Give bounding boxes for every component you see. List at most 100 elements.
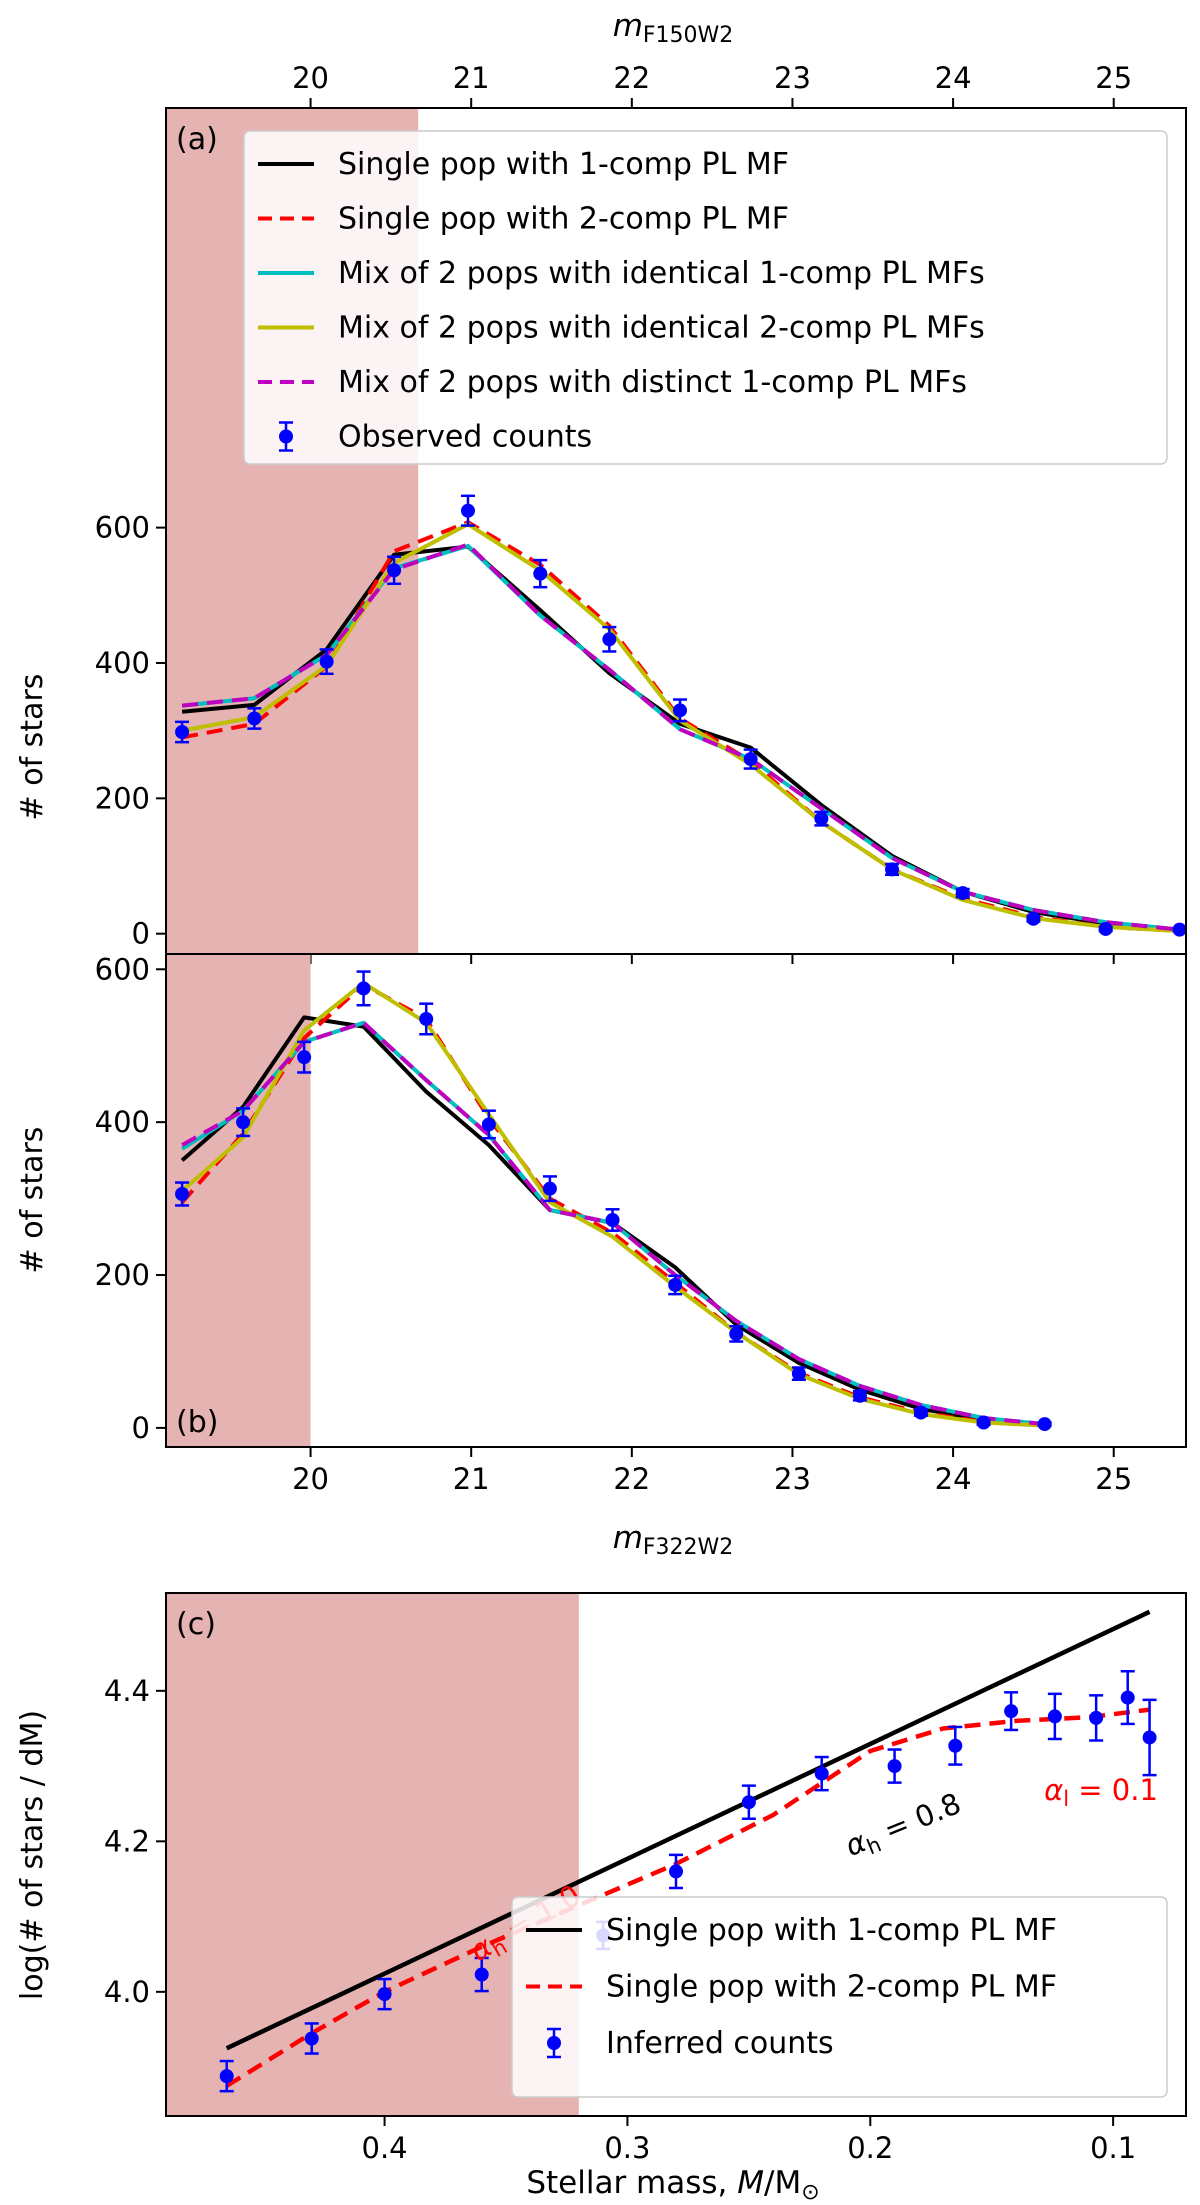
panel-b-series	[180, 981, 1045, 1428]
top-x-tick-label: 23	[774, 61, 811, 95]
data-point	[247, 711, 262, 726]
legend-label: Single pop with 2-comp PL MF	[606, 1970, 1057, 2005]
x-tick-label: 24	[935, 1462, 972, 1496]
annotation-value: = 0.1	[1069, 1773, 1158, 1807]
data-point	[814, 811, 829, 826]
panel-c-legend-box	[511, 1896, 1168, 2098]
y-tick-label: 4.2	[104, 1824, 150, 1858]
data-point	[741, 1795, 756, 1810]
panel-a-top-xlabel: mF150W2	[613, 8, 734, 48]
data-point	[791, 1366, 806, 1381]
data-point	[1026, 911, 1041, 926]
data-point	[1037, 1417, 1052, 1432]
x-tick-label: 0.4	[362, 2131, 408, 2165]
panel-c-ylabel: log(# of stars / dM)	[15, 1710, 50, 2000]
data-point	[976, 1415, 991, 1430]
data-point	[948, 1738, 963, 1753]
data-point	[605, 1212, 620, 1227]
legend-label: Single pop with 1-comp PL MF	[606, 1913, 1057, 1948]
panel-b-observed	[175, 970, 1052, 1432]
panel-b-axes: 20 21 22 23 24 25 0 200 400 600	[95, 952, 1133, 1496]
panel-c-label: (c)	[176, 1607, 216, 1642]
y-tick-label: 400	[95, 1105, 150, 1139]
data-point	[219, 2069, 234, 2084]
y-tick-label: 200	[95, 1258, 150, 1292]
data-point	[460, 503, 475, 518]
data-point	[885, 862, 900, 877]
data-point	[377, 1987, 392, 2002]
panel-c-shaded-region	[166, 1593, 579, 2116]
series-line-2	[225, 1707, 1150, 2088]
legend-label: Mix of 2 pops with distinct 1-comp PL MF…	[338, 365, 967, 400]
series-line-4	[180, 981, 1045, 1428]
panel-a-legend-box	[243, 130, 1168, 465]
data-point	[814, 1766, 829, 1781]
data-point	[297, 1050, 312, 1065]
panel-c-xlabel: Stellar mass, M/M⊙	[526, 2165, 819, 2205]
series-line-1	[225, 1609, 1151, 2051]
legend-label: Single pop with 1-comp PL MF	[338, 147, 789, 182]
data-point	[387, 563, 402, 578]
panel-a-axes: 20 21 22 23 24 25 0 200 400 600	[95, 61, 1132, 964]
data-point	[1172, 922, 1187, 937]
data-point	[1120, 1690, 1135, 1705]
annotation-value: = 0.8	[870, 1786, 965, 1851]
panel-b-ylabel: # of stars	[15, 1127, 50, 1274]
x-tick-label: 0.1	[1090, 2131, 1136, 2165]
data-point	[955, 886, 970, 901]
x-tick-label: 22	[613, 1462, 650, 1496]
legend-label: Single pop with 2-comp PL MF	[338, 202, 789, 237]
data-point	[602, 632, 617, 647]
x-tick-label: 21	[453, 1462, 490, 1496]
panel-c-legend: Single pop with 1-comp PL MF Single pop w…	[511, 1896, 1168, 2098]
data-point	[1004, 1704, 1019, 1719]
panel-b-label: (b)	[176, 1405, 218, 1440]
y-tick-label: 4.0	[104, 1975, 150, 2009]
top-x-tick-label: 24	[935, 61, 972, 95]
annotation: αh = 0.8	[840, 1786, 967, 1867]
data-point	[533, 566, 548, 581]
data-point	[542, 1181, 557, 1196]
data-point	[673, 703, 688, 718]
data-point	[669, 1864, 683, 1879]
annotation: αl = 0.1	[1044, 1773, 1158, 1811]
data-point	[1098, 921, 1113, 936]
y-tick-label: 0	[132, 1411, 150, 1445]
data-point	[1089, 1710, 1104, 1725]
panel-a: 20 21 22 23 24 25 0 200 400 600 (a) mF150W2 # of …	[15, 8, 1187, 964]
legend-label: Mix of 2 pops with identical 2-comp PL M…	[338, 311, 985, 346]
y-tick-label: 400	[95, 646, 150, 680]
y-tick-label: 600	[95, 511, 150, 545]
annotation-symbol: α	[1044, 1773, 1063, 1807]
data-point	[175, 725, 190, 740]
top-x-tick-label: 21	[453, 61, 490, 95]
y-tick-label: 0	[132, 917, 150, 951]
top-x-tick-label: 22	[613, 61, 650, 95]
legend-marker	[279, 429, 293, 444]
data-point	[1047, 1709, 1062, 1724]
legend-label: Mix of 2 pops with identical 1-comp PL M…	[338, 256, 985, 291]
panel-a-label: (a)	[176, 122, 218, 157]
data-point	[481, 1117, 496, 1132]
data-point	[1142, 1730, 1157, 1745]
data-point	[729, 1326, 744, 1341]
data-point	[887, 1759, 902, 1774]
top-x-tick-label: 25	[1095, 61, 1132, 95]
legend-label: Inferred counts	[606, 2026, 834, 2061]
data-point	[743, 752, 758, 767]
panel-c-frame	[165, 1592, 1187, 2117]
y-tick-label: 200	[95, 781, 150, 815]
panel-b-frame	[165, 953, 1187, 1448]
x-tick-label: 20	[292, 1462, 329, 1496]
panel-a-legend: Single pop with 1-comp PL MF Single pop w…	[243, 130, 1168, 465]
data-point	[474, 1967, 489, 1982]
panel-c: αh = 1.0αh = 0.8αl = 0.1 0.40.30.20.14.0…	[15, 1592, 1187, 2205]
panel-c-axes: 0.4 0.3 0.2 0.1 4.0 4.2 4.4	[104, 1674, 1136, 2165]
y-tick-label: 4.4	[104, 1674, 150, 1708]
x-tick-label: 25	[1095, 1462, 1132, 1496]
panel-b: 20 21 22 23 24 25 0 200 400 600 (b) mF322W2 # of …	[15, 952, 1187, 1560]
data-point	[236, 1115, 251, 1130]
data-point	[419, 1011, 434, 1026]
legend-label: Observed counts	[338, 420, 592, 455]
data-point	[319, 654, 334, 669]
